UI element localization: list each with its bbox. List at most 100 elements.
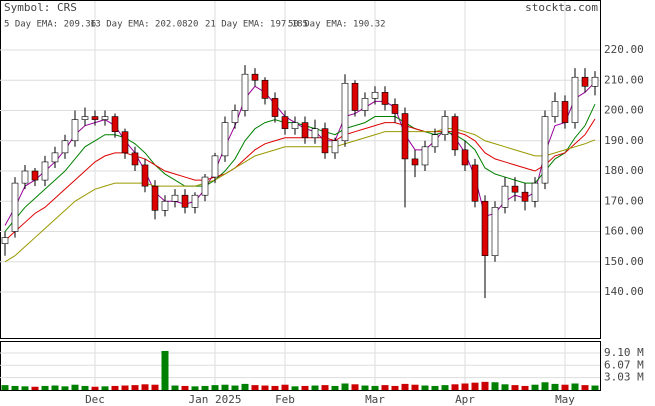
candle-body [291,122,299,129]
y-tick-label: 140.00 [604,285,644,298]
x-tick-label: Feb [275,393,295,406]
volume-bar [71,384,79,390]
candle-body [581,76,589,87]
volume-bar [381,385,389,390]
candle-body [1,237,9,244]
candle-body [91,116,99,120]
volume-bar [101,386,109,390]
volume-bar [301,385,309,390]
volume-bar [391,385,399,390]
candle-body [411,158,419,166]
volume-bar [61,386,69,390]
candle-body [361,98,369,111]
volume-bar [111,385,119,390]
volume-bar [491,382,499,390]
candle-body [261,79,269,99]
candle-body [251,73,259,81]
volume-bar [201,385,209,390]
candle-body [511,185,519,193]
candle-body [481,200,489,257]
volume-bar [411,384,419,390]
candle-body [81,116,89,120]
candle-body [321,128,329,154]
candle-body [51,152,59,163]
site: stockta.com [525,1,598,14]
candle-body [241,73,249,111]
volume-bar [441,385,449,390]
candle-body [331,140,339,154]
volume-bar [461,383,469,390]
legend-entry: 50 Day EMA: 190.32 [288,20,386,30]
candle-body [491,207,499,257]
candle-body [131,152,139,166]
x-tick-label: Jan 2025 [189,393,242,406]
volume-bar [11,385,19,390]
volume-bar [501,384,509,390]
volume-tick-label: 3.03 M [604,371,644,384]
candle-body [531,182,539,202]
y-tick-label: 190.00 [604,134,644,147]
candle-body [231,110,239,123]
y-tick-label: 200.00 [604,104,644,117]
volume-bar [191,386,199,390]
volume-bar [311,385,319,390]
volume-bar [81,385,89,390]
candle-body [201,176,209,196]
volume-bar [431,385,439,390]
legend-entry: 5 Day EMA: 209.36 [4,20,96,30]
volume-bar [221,384,229,390]
candle-body [401,113,409,160]
volume-bar [271,385,279,390]
volume-bar [551,383,559,390]
y-tick-label: 150.00 [604,255,644,268]
candle-body [221,122,229,157]
volume-bar [161,350,169,390]
volume-bar [171,385,179,390]
volume-bar [321,385,329,390]
candle-body [151,185,159,211]
candle-body [461,149,469,166]
candle-body [161,200,169,211]
volume-bar [511,385,519,390]
legend-entry: 13 Day EMA: 202.0820 [90,20,198,30]
candle-body [61,140,69,154]
volume-bar [401,383,409,390]
volume-bar [211,385,219,390]
x-tick-label: Dec [85,393,105,406]
volume-bar [561,384,569,390]
volume-bar [581,385,589,390]
volume-bar [241,383,249,390]
candle-body [451,116,459,151]
volume-bar [361,385,369,390]
candle-body [571,76,579,123]
volume-bar [261,385,269,390]
volume-bar [571,383,579,390]
x-tick-label: Apr [455,393,475,406]
volume-bar [421,385,429,390]
volume-bar [451,384,459,390]
volume-bar [281,384,289,390]
candle-body [341,82,349,142]
candle-body [471,164,479,202]
candle-body [441,116,449,136]
candle-body [71,119,79,142]
volume-bar [481,381,489,390]
candle-body [521,191,529,202]
candle-body [21,170,29,184]
volume-bar [471,382,479,390]
volume-bar [291,386,299,390]
y-tick-label: 170.00 [604,194,644,207]
candle-body [141,164,149,187]
y-tick-label: 180.00 [604,164,644,177]
candle-body [311,128,319,139]
candle-body [181,194,189,208]
candle-body [381,92,389,105]
volume-bar [531,384,539,390]
candle-body [271,98,279,117]
candle-body [281,116,289,129]
volume-bar [121,385,129,390]
candle-body [11,182,19,232]
x-tick-label: May [555,393,575,406]
volume-bar [1,385,9,390]
